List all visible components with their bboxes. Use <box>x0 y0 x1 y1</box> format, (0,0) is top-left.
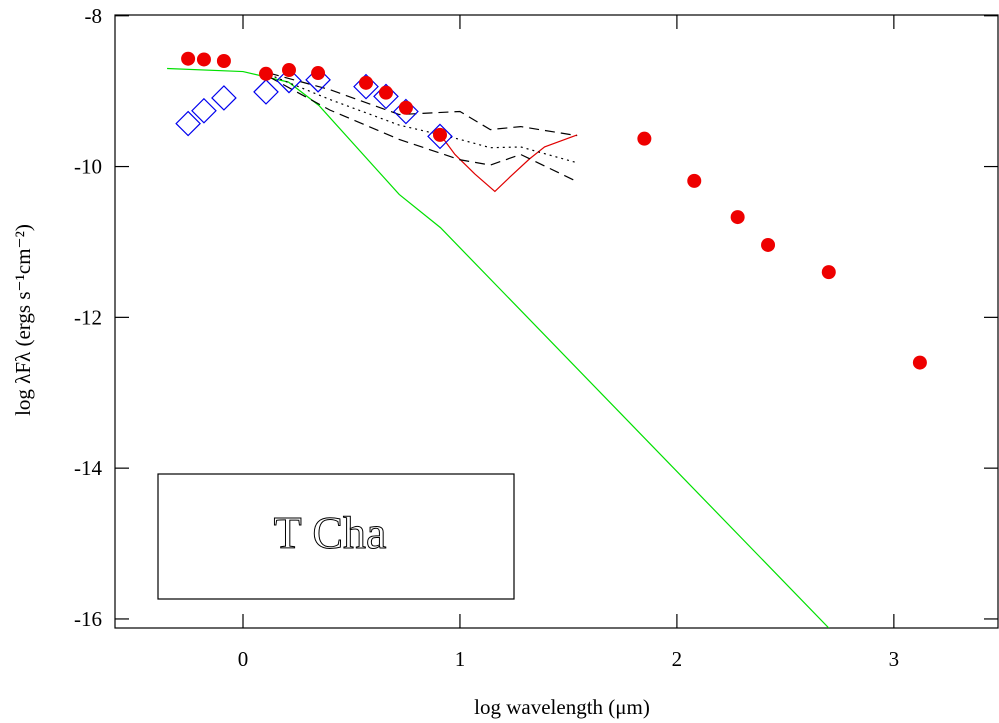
data-point <box>196 52 211 67</box>
data-point <box>258 66 273 81</box>
data-point <box>637 131 652 146</box>
data-point <box>276 67 302 94</box>
data-point <box>378 85 393 100</box>
plot-area <box>167 51 927 628</box>
data-point <box>211 85 237 111</box>
data-point <box>821 265 836 280</box>
data-point <box>393 98 419 125</box>
x-tick-label: 3 <box>889 647 900 671</box>
x-tick-label: 0 <box>238 647 249 671</box>
data-point <box>912 355 927 370</box>
x-tick-label: 2 <box>672 647 683 671</box>
data-point <box>281 63 296 78</box>
series-line <box>167 67 830 628</box>
series-line <box>268 74 578 164</box>
data-point <box>181 51 196 66</box>
plot-frame <box>114 14 999 629</box>
series-line <box>439 134 578 193</box>
series-line <box>268 76 578 183</box>
data-point <box>305 66 331 93</box>
data-point <box>373 83 399 110</box>
data-point <box>398 100 413 115</box>
data-point <box>687 173 702 188</box>
y-tick-label: -10 <box>74 155 102 179</box>
data-point <box>427 123 453 150</box>
data-point <box>432 127 447 142</box>
data-point <box>216 53 231 68</box>
data-point <box>761 237 776 252</box>
y-axis-title: log λFλ (ergs s⁻¹cm⁻²) <box>11 224 35 416</box>
label-box <box>157 473 515 600</box>
y-tick-label: -12 <box>74 305 102 329</box>
y-tick-label: -8 <box>85 4 103 28</box>
series-line <box>268 72 578 137</box>
data-point <box>253 79 279 105</box>
data-point <box>191 97 217 124</box>
x-axis-title: log wavelength (μm) <box>474 695 650 719</box>
y-tick-label: -16 <box>74 607 102 631</box>
annotation: T Cha <box>274 507 387 558</box>
data-point <box>353 73 379 100</box>
data-point <box>359 75 374 90</box>
x-tick-label: 1 <box>455 647 466 671</box>
data-point <box>311 66 326 81</box>
data-point <box>175 110 201 137</box>
y-tick-label: -14 <box>74 456 102 480</box>
data-point <box>730 210 745 225</box>
